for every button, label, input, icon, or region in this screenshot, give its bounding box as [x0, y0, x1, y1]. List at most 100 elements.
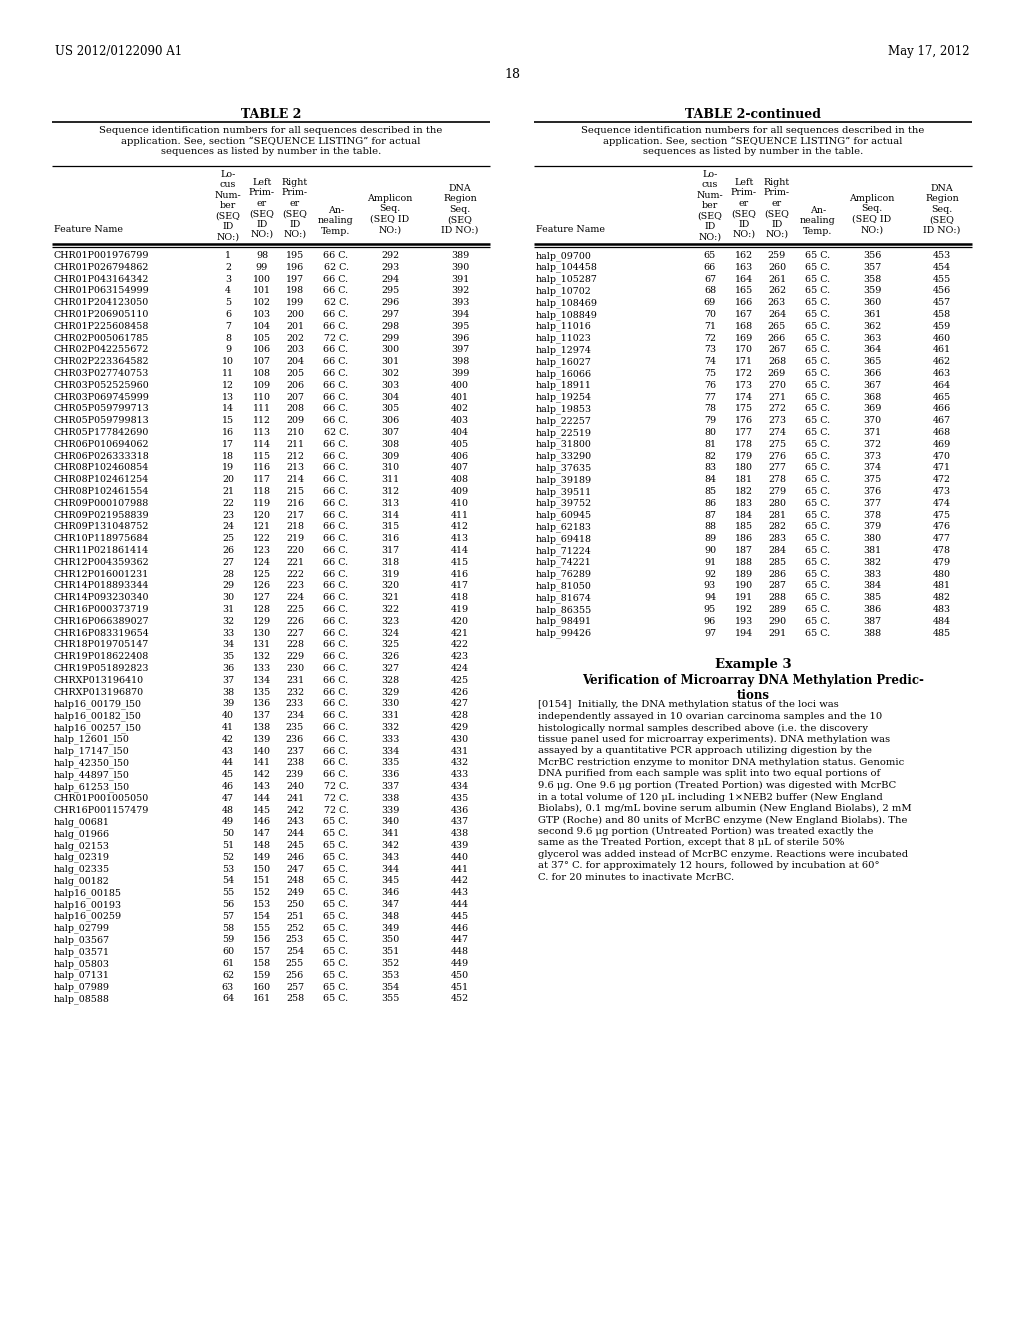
Text: 241: 241 — [286, 793, 304, 803]
Text: 95: 95 — [703, 605, 716, 614]
Text: 406: 406 — [451, 451, 469, 461]
Text: 18: 18 — [222, 451, 234, 461]
Text: GTP (Roche) and 80 units of McrBC enzyme (New England Biolabs). The: GTP (Roche) and 80 units of McrBC enzyme… — [538, 816, 907, 825]
Text: 410: 410 — [451, 499, 469, 508]
Text: 66 C.: 66 C. — [324, 463, 348, 473]
Text: 119: 119 — [253, 499, 271, 508]
Text: 405: 405 — [451, 440, 469, 449]
Text: 236: 236 — [286, 735, 304, 743]
Text: 368: 368 — [863, 392, 881, 401]
Text: 41: 41 — [222, 723, 234, 733]
Text: 283: 283 — [768, 535, 786, 544]
Text: 66 C.: 66 C. — [324, 570, 348, 578]
Text: halp16_00185: halp16_00185 — [54, 888, 122, 898]
Text: 364: 364 — [863, 346, 881, 354]
Text: 65 C.: 65 C. — [806, 251, 830, 260]
Text: 372: 372 — [863, 440, 881, 449]
Text: CHR05P177842690: CHR05P177842690 — [54, 428, 150, 437]
Text: 54: 54 — [222, 876, 234, 886]
Text: 30: 30 — [222, 593, 234, 602]
Text: 62: 62 — [222, 970, 234, 979]
Text: halp_03571: halp_03571 — [54, 948, 110, 957]
Text: 158: 158 — [253, 960, 271, 968]
Text: 400: 400 — [451, 380, 469, 389]
Text: 50: 50 — [222, 829, 234, 838]
Text: 65 C.: 65 C. — [324, 994, 348, 1003]
Text: 181: 181 — [735, 475, 753, 484]
Text: 221: 221 — [286, 558, 304, 566]
Text: halp_07989: halp_07989 — [54, 982, 110, 993]
Text: halp16_00257_l50: halp16_00257_l50 — [54, 723, 142, 733]
Text: 228: 228 — [286, 640, 304, 649]
Text: 65 C.: 65 C. — [806, 298, 830, 308]
Text: 67: 67 — [703, 275, 716, 284]
Text: Example 3: Example 3 — [715, 659, 792, 672]
Text: 43: 43 — [222, 747, 234, 755]
Text: 324: 324 — [381, 628, 399, 638]
Text: 458: 458 — [933, 310, 951, 319]
Text: 310: 310 — [381, 463, 399, 473]
Text: 137: 137 — [253, 711, 271, 721]
Text: 183: 183 — [735, 499, 753, 508]
Text: 407: 407 — [451, 463, 469, 473]
Text: 306: 306 — [381, 416, 399, 425]
Text: CHR03P027740753: CHR03P027740753 — [54, 370, 150, 378]
Text: 3: 3 — [225, 275, 231, 284]
Text: halp_09700: halp_09700 — [536, 251, 592, 260]
Text: 386: 386 — [863, 605, 881, 614]
Text: CHR01P063154999: CHR01P063154999 — [54, 286, 150, 296]
Text: 472: 472 — [933, 475, 951, 484]
Text: 247: 247 — [286, 865, 304, 874]
Text: 462: 462 — [933, 358, 951, 366]
Text: 125: 125 — [253, 570, 271, 578]
Text: 77: 77 — [705, 392, 716, 401]
Text: 20: 20 — [222, 475, 234, 484]
Text: 115: 115 — [253, 451, 271, 461]
Text: An-
nealing
Temp.: An- nealing Temp. — [800, 206, 836, 236]
Text: 373: 373 — [863, 451, 881, 461]
Text: 315: 315 — [381, 523, 399, 532]
Text: 6: 6 — [225, 310, 231, 319]
Text: 222: 222 — [286, 570, 304, 578]
Text: 396: 396 — [451, 334, 469, 343]
Text: 422: 422 — [451, 640, 469, 649]
Text: 66 C.: 66 C. — [324, 664, 348, 673]
Text: 66 C.: 66 C. — [324, 251, 348, 260]
Text: 124: 124 — [253, 558, 271, 566]
Text: 420: 420 — [451, 616, 469, 626]
Text: 359: 359 — [863, 286, 882, 296]
Text: 29: 29 — [222, 581, 234, 590]
Text: 438: 438 — [451, 829, 469, 838]
Text: 200: 200 — [286, 310, 304, 319]
Text: 297: 297 — [381, 310, 399, 319]
Text: 266: 266 — [768, 334, 786, 343]
Text: 412: 412 — [451, 523, 469, 532]
Text: 21: 21 — [222, 487, 234, 496]
Text: assayed by a quantitative PCR approach utilizing digestion by the: assayed by a quantitative PCR approach u… — [538, 746, 872, 755]
Text: 423: 423 — [451, 652, 469, 661]
Text: 110: 110 — [253, 392, 271, 401]
Text: halp_71224: halp_71224 — [536, 546, 592, 556]
Text: 72 C.: 72 C. — [324, 334, 348, 343]
Text: CHR16P001157479: CHR16P001157479 — [54, 805, 150, 814]
Text: 280: 280 — [768, 499, 786, 508]
Text: 39: 39 — [222, 700, 234, 709]
Text: 265: 265 — [768, 322, 786, 331]
Text: 175: 175 — [735, 404, 753, 413]
Text: 298: 298 — [381, 322, 399, 331]
Text: 65 C.: 65 C. — [806, 334, 830, 343]
Text: 194: 194 — [735, 628, 753, 638]
Text: 82: 82 — [705, 451, 716, 461]
Text: 242: 242 — [286, 805, 304, 814]
Text: 72 C.: 72 C. — [324, 781, 348, 791]
Text: 465: 465 — [933, 392, 951, 401]
Text: 93: 93 — [703, 581, 716, 590]
Text: 71: 71 — [705, 322, 716, 331]
Text: 42: 42 — [222, 735, 234, 743]
Text: halg_01966: halg_01966 — [54, 829, 111, 840]
Text: 31: 31 — [222, 605, 234, 614]
Text: 385: 385 — [863, 593, 881, 602]
Text: 281: 281 — [768, 511, 786, 520]
Text: 464: 464 — [933, 380, 951, 389]
Text: CHRXP013196410: CHRXP013196410 — [54, 676, 144, 685]
